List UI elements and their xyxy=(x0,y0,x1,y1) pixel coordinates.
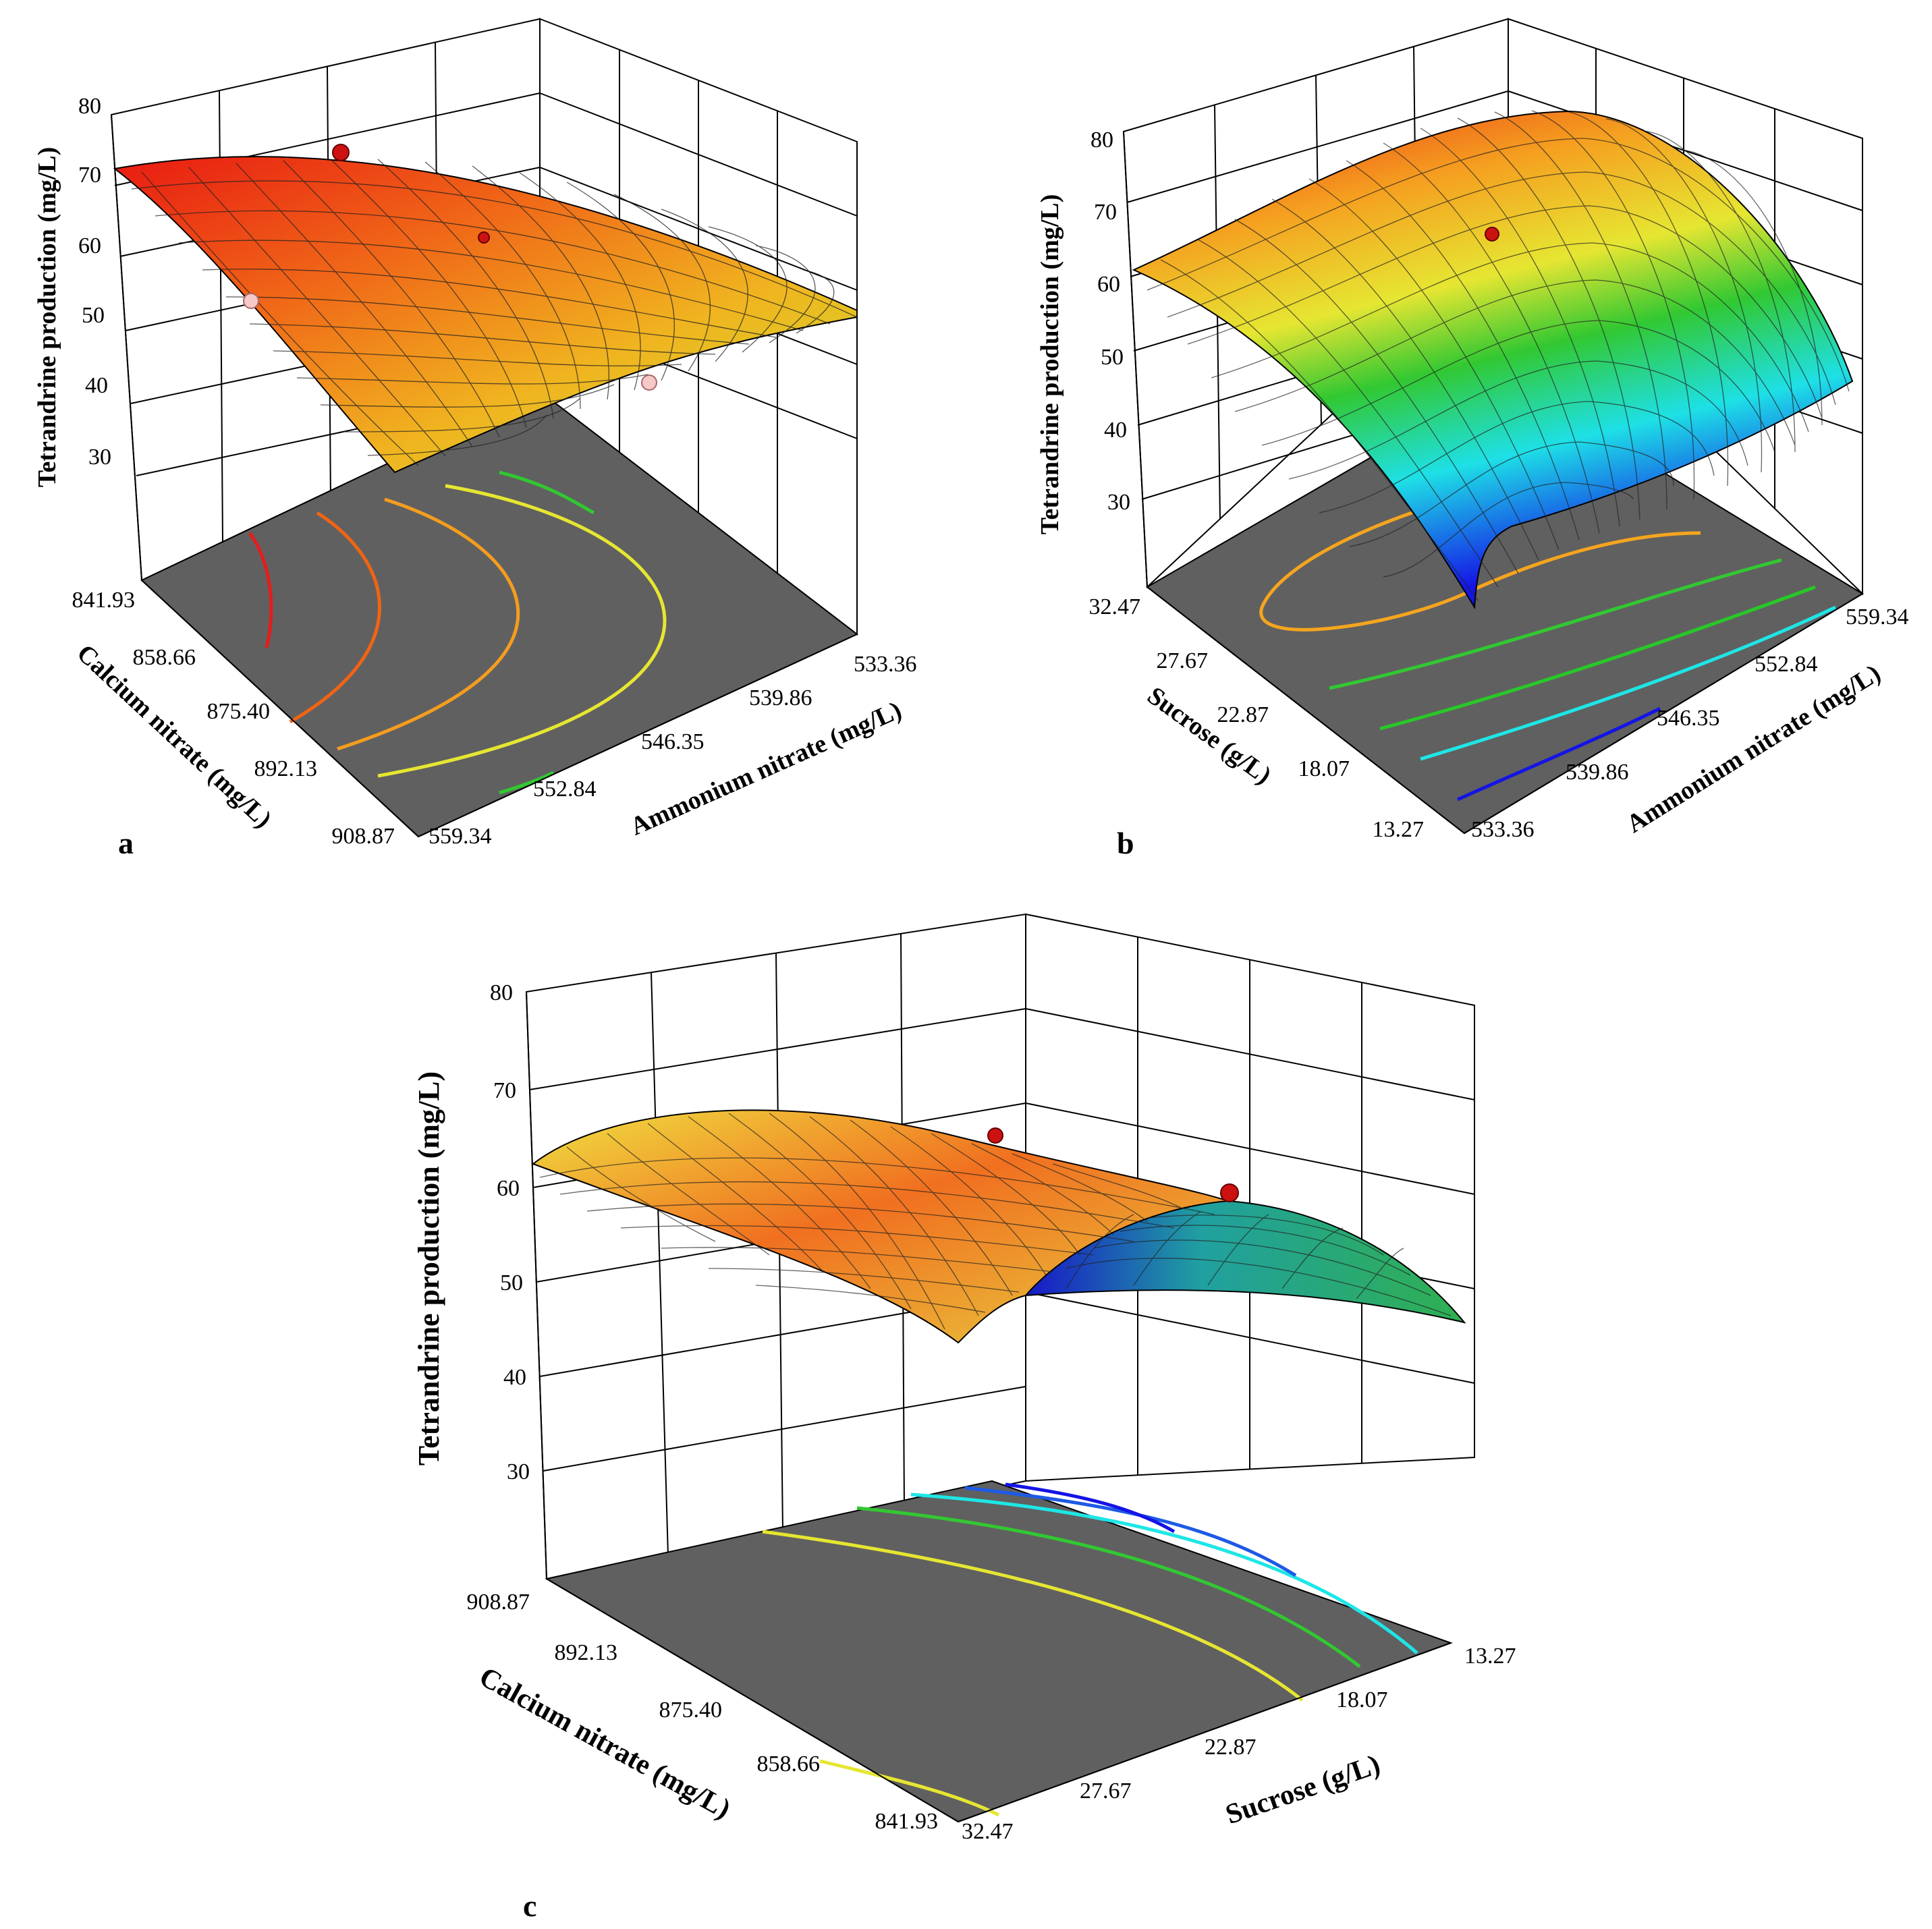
panel-b-f2-tick-4: 552.84 xyxy=(1755,652,1818,677)
panel-b-f2-tick-3: 546.35 xyxy=(1657,706,1720,731)
panel-c: 80 70 60 50 40 30 Tetrandrine production… xyxy=(412,913,1516,1923)
panel-a-f2-tick-5: 533.36 xyxy=(854,652,917,677)
panel-a-z-label: Tetrandrine production (mg/L) xyxy=(33,147,61,488)
panel-b-f2-tick-5: 559.34 xyxy=(1846,605,1909,630)
panel-a-f1-tick-5: 908.87 xyxy=(332,824,395,849)
panel-a-contour-4 xyxy=(377,484,667,778)
panel-a-ztick-60: 60 xyxy=(78,233,101,258)
panel-c-factor2-label: Sucrose (g/L) xyxy=(1222,1749,1384,1830)
panel-b-contour-4 xyxy=(1420,605,1837,761)
panel-c-f1-tick-5: 841.93 xyxy=(875,1809,939,1834)
panel-c-label: c xyxy=(523,1889,536,1923)
panel-a-f1-tick-4: 892.13 xyxy=(254,756,318,781)
panel-a-contours xyxy=(248,470,667,795)
panel-a-point-1 xyxy=(332,144,350,161)
panel-c-f1-tick-3: 875.40 xyxy=(659,1698,723,1723)
panel-c-ztick-40: 40 xyxy=(503,1365,526,1390)
panel-c-contour-6 xyxy=(1005,1482,1176,1534)
panel-b-contour-5 xyxy=(1456,706,1661,802)
panel-b-f1-tick-1: 32.47 xyxy=(1089,594,1141,619)
panel-c-point-1 xyxy=(987,1127,1003,1144)
panel-b-f1-tick-5: 13.27 xyxy=(1373,817,1425,842)
panel-c-contour-2 xyxy=(819,1759,1000,1817)
panel-c-point-2 xyxy=(1220,1183,1239,1202)
panel-b-surface xyxy=(1132,110,1854,610)
panel-b-ztick-40: 40 xyxy=(1104,418,1127,443)
panel-c-contour-4 xyxy=(910,1492,1418,1654)
panel-a-f2-tick-1: 559.34 xyxy=(429,824,492,849)
panel-a-point-2 xyxy=(478,231,490,244)
panel-a-ztick-30: 30 xyxy=(88,445,111,470)
panel-c-f2-tick-1: 32.47 xyxy=(962,1819,1014,1844)
panel-a-ztick-80: 80 xyxy=(78,94,101,119)
panel-a-f2-tick-4: 539.86 xyxy=(749,686,812,710)
panel-b: 80 70 60 50 40 30 Tetrandrine production… xyxy=(1036,18,1909,860)
panel-c-f1-tick-4: 858.66 xyxy=(757,1752,821,1777)
panel-b-contour-3 xyxy=(1379,585,1816,731)
panel-c-ztick-60: 60 xyxy=(497,1176,520,1201)
panel-b-f2-tick-2: 539.86 xyxy=(1566,760,1629,785)
panel-b-ztick-30: 30 xyxy=(1107,490,1130,515)
panel-c-f1-tick-1: 908.87 xyxy=(467,1590,530,1615)
panel-c-contours xyxy=(762,1482,1418,1817)
panel-a-contour-6 xyxy=(499,771,555,795)
panel-c-factor1-label: Calcium nitrate (mg/L) xyxy=(474,1661,736,1825)
panel-c-f1-tick-2: 892.13 xyxy=(555,1640,618,1665)
panel-c-f2-tick-4: 18.07 xyxy=(1336,1687,1388,1712)
panel-a-contour-2 xyxy=(289,511,381,724)
panel-a-f2-tick-2: 552.84 xyxy=(533,777,597,802)
panel-c-ztick-80: 80 xyxy=(490,980,513,1005)
panel-c-surface xyxy=(531,1109,1466,1344)
panel-a-point-4 xyxy=(641,374,657,391)
panel-a-ztick-40: 40 xyxy=(85,373,108,398)
panel-b-f2-tick-1: 533.36 xyxy=(1471,817,1535,842)
panel-a-f1-tick-1: 841.93 xyxy=(72,588,136,613)
panel-a-surface xyxy=(113,156,858,474)
panel-c-contour-1 xyxy=(762,1530,1304,1702)
panel-b-ztick-60: 60 xyxy=(1097,272,1120,297)
panel-c-ztick-30: 30 xyxy=(507,1459,530,1484)
panel-b-f1-tick-4: 18.07 xyxy=(1298,756,1350,781)
panel-b-ztick-50: 50 xyxy=(1101,345,1124,370)
panel-b-ztick-70: 70 xyxy=(1094,200,1117,225)
panel-a-contour-3 xyxy=(337,497,520,751)
panel-c-z-label: Tetrandrine production (mg/L) xyxy=(412,1071,445,1465)
panel-a-ztick-70: 70 xyxy=(78,163,101,188)
panel-c-f2-tick-3: 22.87 xyxy=(1205,1735,1257,1760)
panel-b-z-axis: 80 70 60 50 40 30 Tetrandrine production… xyxy=(1036,128,1148,588)
panel-c-contour-5 xyxy=(964,1486,1297,1577)
panel-b-point-1 xyxy=(1485,227,1499,242)
panel-c-contour-3 xyxy=(856,1506,1361,1668)
panel-b-contours xyxy=(1259,484,1837,802)
panel-a-contour-1 xyxy=(248,532,273,648)
panel-b-label: b xyxy=(1117,826,1134,860)
panel-a-ztick-50: 50 xyxy=(82,303,105,328)
panel-a-f2-tick-3: 546.35 xyxy=(641,729,705,754)
panel-a-z-axis: 80 70 60 50 40 30 Tetrandrine production… xyxy=(33,94,142,581)
panel-a-contour-5 xyxy=(499,470,595,515)
panel-b-contour-2 xyxy=(1329,558,1782,690)
panel-a-point-3 xyxy=(243,293,259,309)
panel-a: 80 70 60 50 40 30 Tetrandrine production… xyxy=(33,18,917,860)
panel-b-f1-tick-2: 27.67 xyxy=(1157,648,1209,673)
panel-b-ztick-80: 80 xyxy=(1091,128,1113,152)
panel-b-z-label: Tetrandrine production (mg/L) xyxy=(1036,194,1064,535)
panel-b-factor1-label: Sucrose (g/L) xyxy=(1142,681,1276,790)
panel-a-f1-tick-2: 858.66 xyxy=(133,645,196,670)
panel-b-contour-1 xyxy=(1259,484,1701,632)
panel-a-f1-tick-3: 875.40 xyxy=(207,699,271,724)
panel-c-ztick-50: 50 xyxy=(500,1270,523,1295)
panel-c-ztick-70: 70 xyxy=(493,1078,516,1103)
panel-c-z-axis: 80 70 60 50 40 30 Tetrandrine production… xyxy=(412,980,547,1579)
panel-b-f1-tick-3: 22.87 xyxy=(1217,702,1269,727)
panel-a-label: a xyxy=(118,826,134,860)
panel-c-f2-tick-2: 27.67 xyxy=(1080,1779,1132,1804)
panel-c-f2-tick-5: 13.27 xyxy=(1464,1644,1516,1669)
